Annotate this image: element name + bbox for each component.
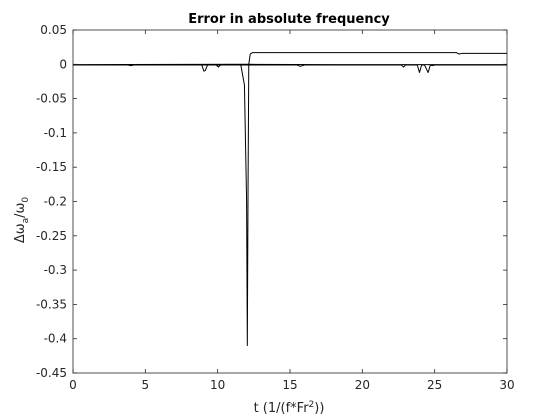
series-layer xyxy=(72,52,507,347)
y-tick-label: -0.45 xyxy=(36,366,67,380)
x-tick-label: 20 xyxy=(355,378,370,392)
x-tick-label: 0 xyxy=(69,378,77,392)
x-axis-label: t (1/(f*Fr2)) xyxy=(254,400,325,416)
chart-title: Error in absolute frequency xyxy=(188,12,390,27)
y-tick-label: 0.05 xyxy=(40,23,67,37)
plot-area: 0 5 10 15 20 25 30 0.05 0 -0.05 -0.1 -0.15 -0.2 -0.2… xyxy=(36,23,515,392)
x-tick-label: 10 xyxy=(210,378,225,392)
y-tick-label: -0.2 xyxy=(44,195,67,209)
x-tick-label: 5 xyxy=(142,378,150,392)
y-tick-label: -0.3 xyxy=(44,263,67,277)
y-tick-label: -0.35 xyxy=(36,297,67,311)
x-axis: 0 5 10 15 20 25 30 xyxy=(69,30,515,392)
x-tick-label: 25 xyxy=(427,378,442,392)
y-axis: 0.05 0 -0.05 -0.1 -0.15 -0.2 -0.25 -0.3 -0.35 -0.… xyxy=(36,23,507,380)
x-tick-label: 15 xyxy=(282,378,297,392)
y-tick-label: -0.4 xyxy=(44,332,67,346)
y-axis-label: Δωa/ω0 xyxy=(13,197,31,244)
y-tick-label: -0.05 xyxy=(36,92,67,106)
x-tick-label: 30 xyxy=(499,378,514,392)
y-tick-label: 0 xyxy=(59,57,67,71)
y-tick-label: -0.1 xyxy=(44,126,67,140)
y-tick-label: -0.15 xyxy=(36,160,67,174)
axes-box xyxy=(72,29,508,374)
y-tick-label: -0.25 xyxy=(36,229,67,243)
